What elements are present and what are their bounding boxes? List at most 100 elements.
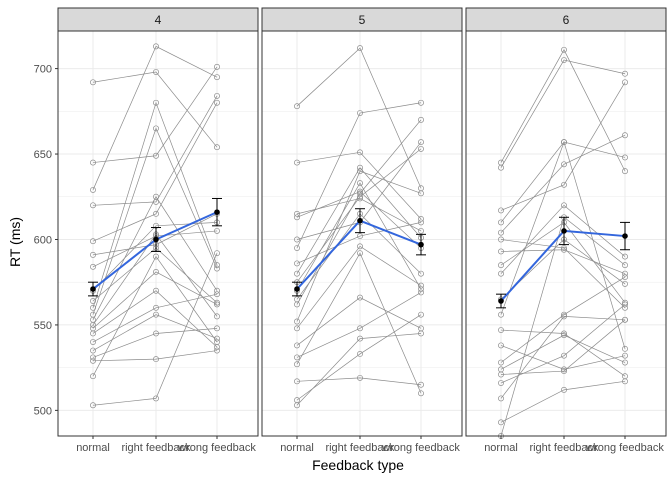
subject-point [214, 265, 220, 272]
subject-point [418, 227, 424, 234]
subject-point [214, 92, 220, 99]
subject-point [357, 180, 363, 187]
subject-line [296, 377, 422, 386]
subject-point [357, 110, 363, 116]
subject-point [214, 74, 220, 81]
x-tick-label: normal [280, 442, 314, 454]
subject-point [294, 318, 300, 325]
x-tick-label: normal [76, 442, 110, 454]
subject-point [622, 316, 628, 323]
mean-point [294, 286, 300, 292]
subject-point [357, 45, 363, 52]
subject-point [418, 289, 424, 296]
subject-line [92, 45, 218, 191]
subject-point [294, 103, 300, 110]
subject-point [90, 298, 96, 304]
subject-line [296, 47, 422, 189]
subject-point [90, 238, 96, 245]
subject-point [153, 304, 159, 311]
subject-point [498, 327, 504, 334]
subject-point [418, 216, 424, 222]
subject-point [294, 378, 300, 385]
subject-point [214, 63, 220, 70]
subject-point [294, 245, 300, 251]
subject-line [296, 191, 422, 249]
subject-line [500, 49, 626, 172]
mean-point [622, 233, 628, 239]
subject-line [500, 276, 626, 363]
x-tick-label: wrong feedback [177, 442, 256, 454]
subject-point [153, 69, 159, 75]
subject-line [92, 102, 218, 242]
subject-point [561, 57, 567, 64]
subject-line [500, 239, 626, 309]
subject-point [214, 301, 220, 308]
mean-point [498, 298, 504, 304]
subject-point [153, 125, 159, 132]
subject-point [622, 345, 628, 352]
subject-point [418, 270, 424, 277]
subject-point [622, 168, 628, 175]
subject-line [296, 151, 422, 220]
subject-point [622, 154, 628, 161]
subject-point [622, 270, 628, 277]
subject-line [296, 102, 422, 249]
subject-line [296, 292, 422, 358]
panel-background [58, 31, 258, 436]
subject-point [90, 357, 96, 364]
subject-point [418, 219, 424, 226]
subject-point [561, 139, 567, 146]
subject-point [90, 79, 96, 86]
x-tick-label: right feedback [121, 442, 191, 454]
subject-point [357, 325, 363, 332]
subject-point [418, 116, 424, 123]
subject-line [92, 222, 218, 291]
subject-line [500, 304, 626, 384]
subject-line [500, 329, 626, 377]
subject-point [214, 299, 220, 306]
subject-point [418, 330, 424, 337]
y-tick-label: 700 [34, 64, 52, 76]
subject-point [90, 325, 96, 332]
subject-point [418, 311, 424, 318]
subject-point [498, 229, 504, 236]
facet-strip-label: 5 [359, 13, 366, 27]
subject-point [622, 274, 628, 281]
subject-point [498, 419, 504, 426]
subject-point [561, 161, 567, 168]
subject-point [418, 139, 424, 146]
subject-point [498, 207, 504, 214]
subject-point [418, 190, 424, 197]
subject-line [92, 290, 218, 348]
subject-point [622, 359, 628, 366]
subject-point [498, 236, 504, 243]
subject-point [153, 43, 159, 50]
subject-point [153, 210, 159, 217]
subject-point [561, 46, 567, 53]
mean-point [214, 209, 220, 215]
mean-point [357, 217, 363, 224]
subject-line [92, 66, 218, 163]
subject-line [92, 95, 218, 206]
subject-point [90, 202, 96, 209]
subject-point [498, 311, 504, 318]
subject-point [214, 99, 220, 106]
subject-point [153, 268, 159, 275]
subject-point [357, 374, 363, 381]
subject-point [294, 402, 300, 409]
subject-line [296, 245, 422, 329]
y-tick-label: 650 [34, 149, 52, 161]
subject-point [357, 335, 363, 342]
subject-line [500, 345, 626, 370]
subject-point [418, 390, 424, 397]
subject-point [561, 330, 567, 337]
x-tick-label: wrong feedback [585, 442, 664, 454]
x-tick-label: normal [484, 442, 518, 454]
subject-point [153, 330, 159, 337]
subject-point [153, 152, 159, 159]
subject-point [294, 296, 300, 303]
subject-point [294, 325, 300, 332]
subject-point [357, 243, 363, 250]
